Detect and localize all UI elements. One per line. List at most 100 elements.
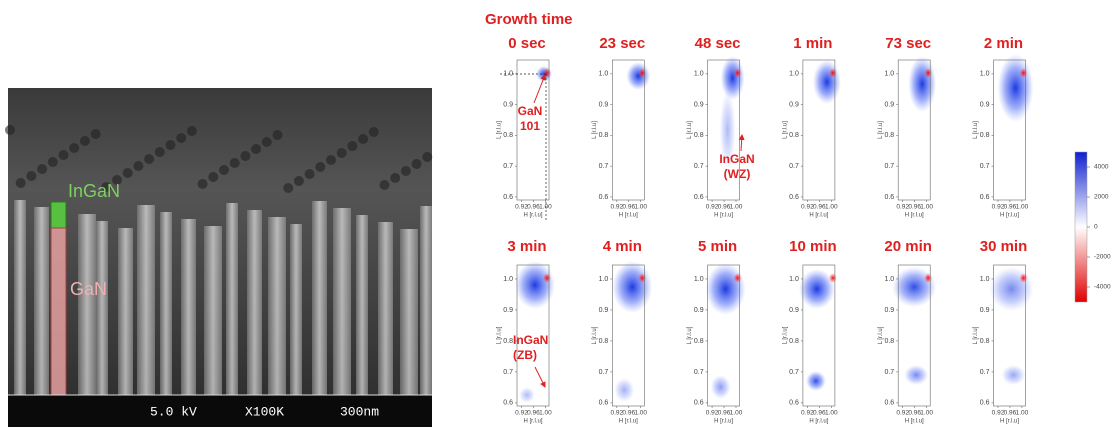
y-tick-label: 0.6 [884,194,894,201]
intensity-blob [908,56,937,112]
x-tick-label: 0.96 [1004,410,1017,417]
y-axis-label: L [r.l.u] [782,326,788,344]
nanowire [356,215,368,395]
nanowire [118,228,133,395]
x-tick-label: 1.00 [920,410,933,417]
y-tick-label: 0.7 [789,369,799,376]
y-tick-label: 1.0 [599,276,609,283]
nanowire-tip [283,183,294,193]
nanowire-tip [122,168,133,178]
x-axis-label: H [r.l.u] [905,419,924,425]
nanowire-tip [69,143,80,153]
x-axis-label: H [r.l.u] [1000,419,1019,425]
nanowire-tip [26,171,37,181]
y-tick-label: 0.8 [980,338,990,345]
panel-title: 1 min [793,35,832,52]
y-tick-label: 1.0 [980,276,990,283]
plot-frame [802,264,836,407]
nanowire-tip [379,180,390,190]
nanowire-tip [112,175,122,185]
gan-peak [828,68,837,78]
nanowire-tip [90,129,101,139]
nanowire-tip [229,158,240,168]
nanowire [247,210,262,395]
x-tick-label: 0.96 [527,204,540,211]
x-tick-label: 0.92 [801,410,814,417]
y-tick-label: 0.6 [694,400,704,407]
annotation: (WZ) [724,167,751,181]
nanowire-tip [47,157,58,167]
y-tick-label: 0.6 [694,194,704,201]
colorbar-tick-label: 2000 [1094,194,1109,201]
nanowire-tip [79,136,90,146]
y-tick-label: 0.9 [980,101,990,108]
plot-frame [516,59,550,201]
x-tick-label: 1.00 [730,410,743,417]
nanowire-tip [219,165,229,175]
plot-frame [611,59,645,201]
x-tick-label: 1.00 [730,204,743,211]
nanowire-tip [390,173,401,183]
nanowire-tip [165,140,176,150]
y-tick-label: 0.6 [884,400,894,407]
intensity-blob [812,60,841,104]
panel: 48 sec 0.6 0.7 0.8 0.9 1.0 0.92 0.96 1.00 H [r.l.… [687,35,745,219]
x-axis-label: H [r.l.u] [809,213,828,219]
panel-title: 20 min [884,238,932,255]
nanowire-tip [326,155,336,165]
x-axis-label: H [r.l.u] [523,213,542,219]
gan-peak [638,273,647,283]
nanowire [14,200,26,395]
plot-frame [707,264,740,407]
nanowire-tip [186,126,197,136]
y-tick-label: 1.0 [599,71,609,78]
x-tick-label: 0.92 [515,204,528,211]
intensity-blob [892,267,937,307]
x-axis-label: H [r.l.u] [523,419,542,425]
panel-title: 2 min [984,35,1023,52]
nanowire-tip [315,162,326,172]
x-tick-label: 0.96 [622,204,635,211]
panel: 73 sec 0.6 0.7 0.8 0.9 1.0 0.92 0.96 1.00 H [r.l.… [878,35,937,219]
panel-title: 73 sec [885,35,931,52]
gan-peak [733,68,742,78]
panel-title: 5 min [698,238,737,255]
panel: 3 min 0.6 0.7 0.8 0.9 1.0 0.92 0.96 1.00 H [r.l.u… [497,238,555,425]
panel: 20 min 0.6 0.7 0.8 0.9 1.0 0.92 0.96 1.00 H [r.l.… [878,238,937,425]
y-tick-label: 0.7 [884,163,894,170]
nanowire [78,214,96,395]
nanowire [137,205,155,395]
nanowire-tip [133,161,144,171]
y-tick-label: 0.9 [503,101,513,108]
colorbar-tick-label: 0 [1094,224,1098,231]
gan-peak [733,273,742,283]
x-tick-label: 0.96 [813,204,826,211]
y-tick-label: 0.7 [694,369,704,376]
colorbar [1074,151,1088,303]
x-tick-label: 1.00 [634,410,647,417]
nanowire-tip [411,159,422,169]
nanowire [160,212,172,395]
y-axis-label: L [r.l.u] [782,121,788,139]
nanowire [290,224,302,395]
x-axis-label: H [r.l.u] [619,419,638,425]
panel-title: 30 min [980,238,1028,255]
nanowire [268,217,286,395]
nanowire [400,229,418,395]
colorbar-tick-label: -2000 [1094,254,1111,261]
y-tick-label: 0.7 [694,163,704,170]
intensity-blob [989,267,1034,311]
nanowire-tip [58,150,69,160]
nanowire [226,203,238,395]
intensity-blob [720,56,745,100]
y-tick-label: 1.0 [884,71,894,78]
nanowire-tip [400,166,411,176]
y-tick-label: 0.7 [884,369,894,376]
nanowire [378,222,393,395]
y-tick-label: 0.9 [884,307,894,314]
y-tick-label: 0.6 [599,194,609,201]
plot-frame [897,59,931,201]
y-tick-label: 0.9 [694,101,704,108]
gan-label: GaN [70,279,107,299]
nanowire-tip [422,152,433,162]
